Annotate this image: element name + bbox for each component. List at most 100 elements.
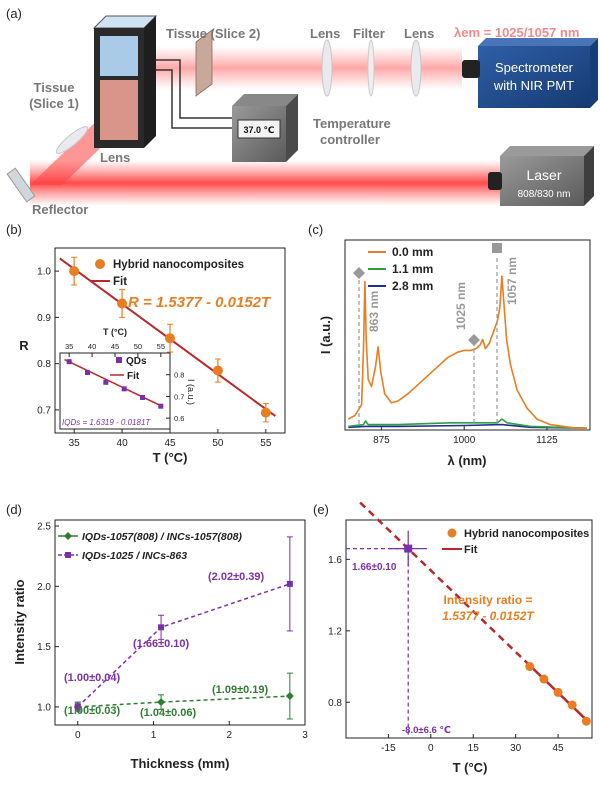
reflector bbox=[6, 167, 36, 203]
e-xtick-label: 15 bbox=[468, 743, 480, 754]
b-point bbox=[69, 266, 80, 277]
b-inset-ytick-label: 0.7 bbox=[174, 392, 184, 401]
filter-label: Filter bbox=[353, 26, 385, 41]
cable-1 bbox=[156, 59, 232, 119]
tissue-slice-1-label-1: Tissue bbox=[34, 80, 75, 95]
panel-c-marker-diamond-850 bbox=[353, 267, 365, 279]
spectrometer-box bbox=[478, 46, 590, 108]
panel-d-ann-2: (1.00±0.03) bbox=[64, 705, 121, 717]
c-series-1 bbox=[348, 418, 587, 429]
b-inset-xtick-label: 50 bbox=[134, 342, 142, 351]
panel-c-marker-square-1057 bbox=[492, 243, 502, 253]
temp-controller-label-1: Temperature bbox=[313, 116, 391, 131]
laser-aperture bbox=[488, 172, 502, 190]
emission-wavelength: λem = 1025/1057 nm bbox=[454, 25, 579, 40]
panel-d-ann-5: (2.02±0.39) bbox=[208, 571, 265, 583]
panel-b-label: (b) bbox=[6, 222, 22, 237]
panel-d-legend-marker-0 bbox=[64, 532, 72, 540]
e-point bbox=[567, 700, 577, 710]
c-xtick-label: 875 bbox=[373, 435, 390, 446]
e-point bbox=[553, 687, 563, 697]
temp-display bbox=[237, 119, 281, 139]
b-inset-xtick-label: 55 bbox=[157, 342, 165, 351]
panel-b-inset-legend-marker-qds bbox=[116, 357, 122, 363]
panel-b-ticks: 35 40 45 50 55 0.7 0.8 0.9 1.0 bbox=[37, 267, 272, 449]
b-point bbox=[165, 333, 175, 344]
panel-c-frame bbox=[344, 239, 591, 431]
panel-d-ann-4: (1.04±0.06) bbox=[140, 707, 197, 719]
laser-side bbox=[584, 146, 594, 206]
panel-b-legend-fit: Fit bbox=[113, 276, 127, 288]
laser-wavelength: 808/830 nm bbox=[518, 189, 571, 200]
lens-2-label: Lens bbox=[404, 26, 434, 41]
panel-e-label: (e) bbox=[313, 502, 329, 517]
e-point bbox=[539, 674, 549, 684]
e-xtick-label: 0 bbox=[428, 743, 434, 754]
d-xtick-label: 0 bbox=[75, 730, 81, 741]
spectrometer-side bbox=[590, 38, 598, 108]
b-xtick-label: 50 bbox=[212, 438, 224, 449]
e-ytick-label: 1.6 bbox=[328, 555, 342, 566]
panel-c-legend-1: 1.1 mm bbox=[392, 262, 433, 276]
panel-b-equation: R = 1.5377 - 0.0152T bbox=[128, 294, 272, 311]
b-xtick-label: 40 bbox=[117, 438, 129, 449]
d-point bbox=[74, 703, 81, 710]
panel-d-ylabel: Intensity ratio bbox=[12, 579, 27, 664]
panel-b-ylabel: R bbox=[19, 338, 29, 353]
filter bbox=[367, 39, 375, 97]
panel-e-equation-2: 1.5377 - 0.0152T bbox=[442, 609, 535, 623]
panel-c-chart: (c) 875 1000 1125 λ (nm) I (a.u.) 863 nm 1… bbox=[308, 222, 591, 468]
e-ytick-label: 1.2 bbox=[328, 626, 342, 637]
cable-2 bbox=[156, 69, 232, 129]
c-xtick-label: 1000 bbox=[453, 435, 476, 446]
temp-readout: 37.0 ℃ bbox=[244, 125, 275, 135]
laser-label: Laser bbox=[526, 167, 561, 183]
b-ytick-label: 0.8 bbox=[37, 359, 51, 370]
panel-b-inset-equation: IQDs = 1.6319 - 0.0181T bbox=[62, 418, 151, 427]
panel-c-label: (c) bbox=[308, 222, 323, 237]
e-xtick-label: 30 bbox=[510, 743, 522, 754]
lens-3 bbox=[55, 126, 89, 154]
b-inset-point bbox=[85, 370, 90, 376]
b-inset-point bbox=[140, 395, 145, 401]
panel-e-ticks: -15 0 15 30 45 0.8 1.2 1.6 bbox=[328, 555, 564, 754]
b-inset-xtick-label: 40 bbox=[88, 342, 96, 351]
panel-c-lines bbox=[347, 275, 587, 430]
panel-e-series bbox=[346, 501, 591, 738]
b-inset-ytick-label: 0.6 bbox=[174, 414, 184, 423]
lens-3-label: Lens bbox=[100, 150, 130, 165]
panel-d-ann-1: (1.00±0.04) bbox=[64, 672, 121, 684]
panel-e-chart: (e) -15 0 15 30 45 0.8 1.2 1.6 T (°C) Hybrid na… bbox=[313, 501, 593, 775]
panel-b-legend-marker-hybrid bbox=[95, 259, 105, 269]
panel-d-legend-0: IQDs-1057(808) / INCs-1057(808) bbox=[82, 531, 242, 543]
b-ytick-label: 0.7 bbox=[37, 405, 51, 416]
panel-e-legend-hybrid: Hybrid nanocomposites bbox=[464, 528, 589, 540]
temp-controller-top bbox=[232, 94, 298, 106]
emission-beam bbox=[110, 46, 462, 90]
panel-c-marker-diamond-1025 bbox=[468, 334, 480, 346]
temp-controller-label-2: controller bbox=[320, 132, 380, 147]
b-ytick-label: 1.0 bbox=[37, 267, 51, 278]
c-series-0 bbox=[347, 275, 587, 430]
panel-d-legend-1: IQDs-1025 / INCs-863 bbox=[82, 550, 187, 562]
d-ytick-label: 2.5 bbox=[37, 522, 51, 533]
b-inset-fit bbox=[64, 358, 164, 408]
reflector-label: Reflector bbox=[32, 202, 88, 217]
panel-d-ann-6: (1.09±0.19) bbox=[212, 684, 269, 696]
panel-d-xlabel: Thickness (mm) bbox=[131, 756, 230, 771]
lens-1-label: Lens bbox=[310, 26, 340, 41]
panel-c-legend-0: 0.0 mm bbox=[392, 245, 433, 259]
panel-b-points bbox=[69, 256, 271, 423]
panel-e-ann-2: -8.0±6.6 ℃ bbox=[402, 725, 451, 736]
lens-1 bbox=[321, 39, 333, 97]
b-ytick-label: 0.9 bbox=[37, 313, 51, 324]
panel-c-xlabel: λ (nm) bbox=[448, 453, 487, 468]
panel-e-equation-1: Intensity ratio = bbox=[443, 593, 532, 607]
b-inset-point bbox=[158, 403, 164, 409]
b-point bbox=[212, 365, 223, 376]
c-xtick-label: 1125 bbox=[536, 435, 558, 446]
e-point bbox=[581, 716, 591, 726]
spectrometer-top bbox=[478, 38, 598, 46]
temp-controller-side bbox=[286, 94, 298, 162]
panel-a-setup: (a) Tissue (Slice 2) Lens Filter Lens λe… bbox=[6, 6, 598, 217]
